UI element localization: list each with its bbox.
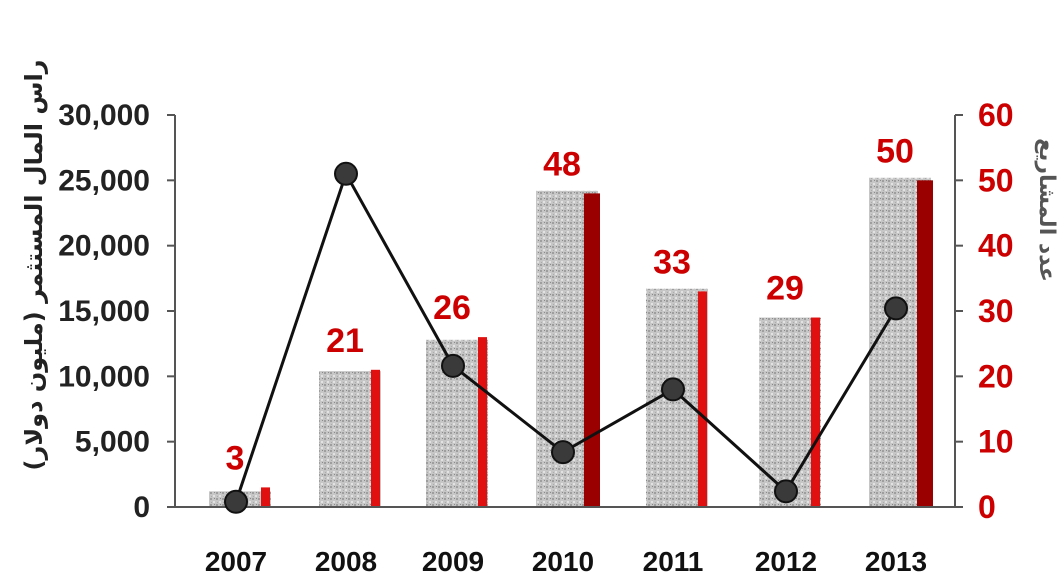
left-tick-label: 15,000 <box>58 295 150 328</box>
projects-bar <box>584 193 600 507</box>
left-tick-label: 30,000 <box>58 99 150 132</box>
left-tick-label: 0 <box>133 491 150 524</box>
right-tick-label: 50 <box>978 162 1014 198</box>
left-axis-label: راس المال المستثمر (مليون دولار) <box>20 60 48 471</box>
projects-data-label: 33 <box>653 243 691 281</box>
left-tick-label: 10,000 <box>58 360 150 393</box>
x-tick-label: 2008 <box>315 546 377 577</box>
axes-group <box>174 115 956 508</box>
projects-data-label: 29 <box>766 270 804 308</box>
left-axis-title: راس المال المستثمر (مليون دولار) <box>20 60 48 471</box>
left-tick-label: 5,000 <box>75 426 150 459</box>
projects-data-label: 3 <box>226 439 245 477</box>
data-labels-group: 3 21 26 48 33 29 50 <box>226 132 914 477</box>
right-tick-label: 30 <box>978 293 1014 329</box>
capital-bar <box>319 371 381 507</box>
x-tick-label: 2010 <box>532 546 594 577</box>
projects-bar <box>698 291 707 507</box>
line-series-group <box>224 161 908 514</box>
projects-data-label: 48 <box>543 145 581 183</box>
line-point <box>774 479 798 504</box>
x-tick-label: 2007 <box>205 546 267 577</box>
projects-bar <box>371 369 380 507</box>
x-tick-label: 2011 <box>643 546 704 577</box>
left-axis-ticks: 30,000 25,000 20,000 15,000 10,000 5,000 0 <box>58 99 175 524</box>
x-axis-ticks: 2007 2008 2009 2010 2011 2012 2013 <box>205 546 927 577</box>
x-tick-label: 2013 <box>865 546 927 577</box>
line-point <box>441 353 465 378</box>
right-tick-label: 40 <box>978 228 1014 264</box>
right-axis-label: عدد المشاريع <box>1034 138 1059 282</box>
right-tick-label: 20 <box>978 358 1014 394</box>
projects-data-label: 50 <box>876 132 914 170</box>
projects-data-label: 21 <box>326 322 364 360</box>
line-point <box>661 377 685 402</box>
right-axis-title: عدد المشاريع <box>1034 138 1059 282</box>
right-tick-label: 0 <box>978 489 996 525</box>
projects-bar <box>478 337 487 507</box>
right-tick-label: 10 <box>978 424 1014 460</box>
left-tick-label: 20,000 <box>58 230 150 263</box>
x-tick-label: 2012 <box>755 546 817 577</box>
line-point <box>334 161 358 186</box>
left-tick-label: 25,000 <box>58 164 150 197</box>
line-point <box>224 489 248 514</box>
right-tick-label: 60 <box>978 97 1014 133</box>
x-tick-label: 2009 <box>422 546 484 577</box>
projects-data-label: 26 <box>433 289 471 327</box>
projects-bar <box>261 487 270 507</box>
line-point <box>551 440 575 465</box>
projects-bar <box>917 180 933 508</box>
line-point <box>884 296 908 321</box>
right-axis-ticks: 60 50 40 30 20 10 0 <box>955 97 1014 525</box>
projects-bar <box>811 317 820 507</box>
